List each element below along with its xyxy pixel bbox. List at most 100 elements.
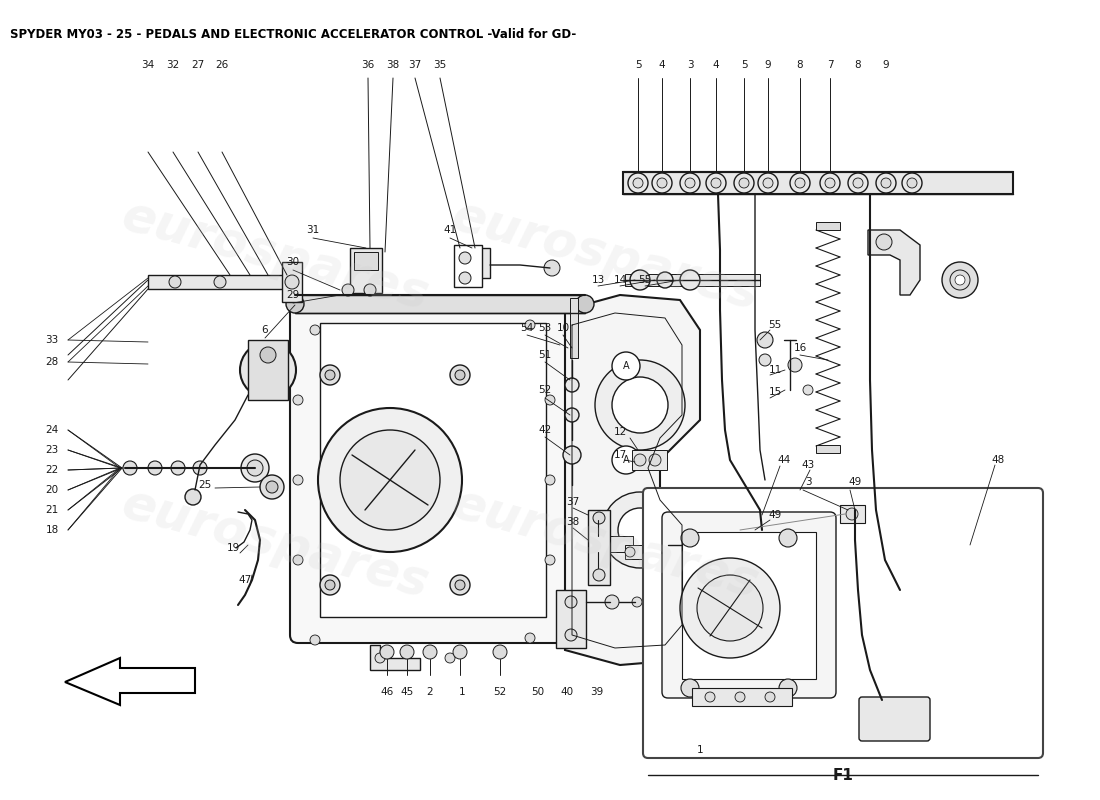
Bar bbox=[625, 274, 760, 286]
Text: 20: 20 bbox=[45, 485, 58, 495]
Text: 32: 32 bbox=[166, 60, 179, 70]
Circle shape bbox=[820, 173, 840, 193]
Text: A: A bbox=[623, 455, 629, 465]
Text: 45: 45 bbox=[400, 687, 414, 697]
Text: 23: 23 bbox=[45, 445, 58, 455]
Circle shape bbox=[241, 454, 270, 482]
Bar bbox=[295, 295, 585, 313]
Circle shape bbox=[318, 408, 462, 552]
Bar bbox=[625, 545, 675, 559]
Circle shape bbox=[876, 234, 892, 250]
Circle shape bbox=[565, 629, 578, 641]
Bar bbox=[148, 275, 288, 289]
Text: 29: 29 bbox=[286, 290, 299, 300]
Text: eurospares: eurospares bbox=[117, 480, 433, 608]
Bar bbox=[692, 688, 792, 706]
Circle shape bbox=[565, 408, 579, 422]
Circle shape bbox=[706, 173, 726, 193]
Bar bbox=[816, 445, 840, 453]
Circle shape bbox=[625, 547, 635, 557]
Circle shape bbox=[286, 295, 304, 313]
Circle shape bbox=[735, 692, 745, 702]
Circle shape bbox=[250, 352, 286, 388]
Text: 6: 6 bbox=[262, 325, 268, 335]
Circle shape bbox=[576, 295, 594, 313]
Circle shape bbox=[681, 529, 698, 547]
Text: 4: 4 bbox=[713, 60, 719, 70]
Text: 7: 7 bbox=[827, 60, 834, 70]
Circle shape bbox=[757, 332, 773, 348]
Circle shape bbox=[464, 260, 480, 276]
Circle shape bbox=[455, 370, 465, 380]
FancyBboxPatch shape bbox=[290, 297, 576, 643]
Text: 40: 40 bbox=[560, 687, 573, 697]
Bar bbox=[350, 248, 382, 293]
Circle shape bbox=[657, 178, 667, 188]
Circle shape bbox=[310, 635, 320, 645]
Circle shape bbox=[618, 508, 662, 552]
Text: 55: 55 bbox=[638, 275, 651, 285]
Polygon shape bbox=[65, 658, 195, 705]
Text: 10: 10 bbox=[557, 323, 570, 333]
Circle shape bbox=[881, 178, 891, 188]
Circle shape bbox=[593, 569, 605, 581]
Circle shape bbox=[652, 173, 672, 193]
Circle shape bbox=[955, 275, 965, 285]
Text: 11: 11 bbox=[769, 365, 782, 375]
Bar bbox=[556, 590, 586, 648]
Circle shape bbox=[266, 481, 278, 493]
Circle shape bbox=[525, 633, 535, 643]
Circle shape bbox=[293, 475, 303, 485]
Circle shape bbox=[260, 347, 276, 363]
Circle shape bbox=[240, 342, 296, 398]
Text: 13: 13 bbox=[592, 275, 605, 285]
Text: 24: 24 bbox=[45, 425, 58, 435]
Circle shape bbox=[375, 303, 385, 313]
Text: 26: 26 bbox=[216, 60, 229, 70]
Circle shape bbox=[375, 653, 385, 663]
Circle shape bbox=[310, 325, 320, 335]
Circle shape bbox=[630, 270, 650, 290]
Text: eurospares: eurospares bbox=[117, 192, 433, 320]
Circle shape bbox=[123, 461, 138, 475]
Circle shape bbox=[446, 653, 455, 663]
Polygon shape bbox=[370, 645, 420, 670]
Circle shape bbox=[324, 580, 336, 590]
Circle shape bbox=[632, 597, 642, 607]
Text: 48: 48 bbox=[991, 455, 1004, 465]
Circle shape bbox=[779, 679, 798, 697]
Bar bbox=[570, 298, 578, 358]
Circle shape bbox=[320, 575, 340, 595]
Text: 30: 30 bbox=[286, 257, 299, 267]
Circle shape bbox=[605, 595, 619, 609]
Circle shape bbox=[764, 692, 776, 702]
Text: 47: 47 bbox=[239, 575, 252, 585]
FancyBboxPatch shape bbox=[735, 507, 796, 558]
Circle shape bbox=[450, 575, 470, 595]
Circle shape bbox=[681, 679, 698, 697]
Circle shape bbox=[697, 575, 763, 641]
Circle shape bbox=[455, 580, 465, 590]
Circle shape bbox=[544, 395, 556, 405]
Text: 36: 36 bbox=[362, 60, 375, 70]
Circle shape bbox=[612, 377, 668, 433]
Text: 2: 2 bbox=[427, 687, 433, 697]
Circle shape bbox=[779, 529, 798, 547]
Circle shape bbox=[942, 262, 978, 298]
Text: 12: 12 bbox=[614, 427, 627, 437]
Text: 21: 21 bbox=[45, 505, 58, 515]
Circle shape bbox=[525, 320, 535, 330]
Bar bbox=[682, 532, 816, 679]
Circle shape bbox=[544, 475, 556, 485]
Text: 34: 34 bbox=[142, 60, 155, 70]
Circle shape bbox=[795, 178, 805, 188]
Circle shape bbox=[340, 430, 440, 530]
Bar bbox=[840, 505, 865, 523]
Text: 18: 18 bbox=[45, 525, 58, 535]
Circle shape bbox=[908, 178, 917, 188]
Text: 8: 8 bbox=[855, 60, 861, 70]
Bar bbox=[248, 340, 288, 400]
Circle shape bbox=[876, 173, 896, 193]
Circle shape bbox=[758, 173, 778, 193]
Text: 49: 49 bbox=[769, 510, 782, 520]
